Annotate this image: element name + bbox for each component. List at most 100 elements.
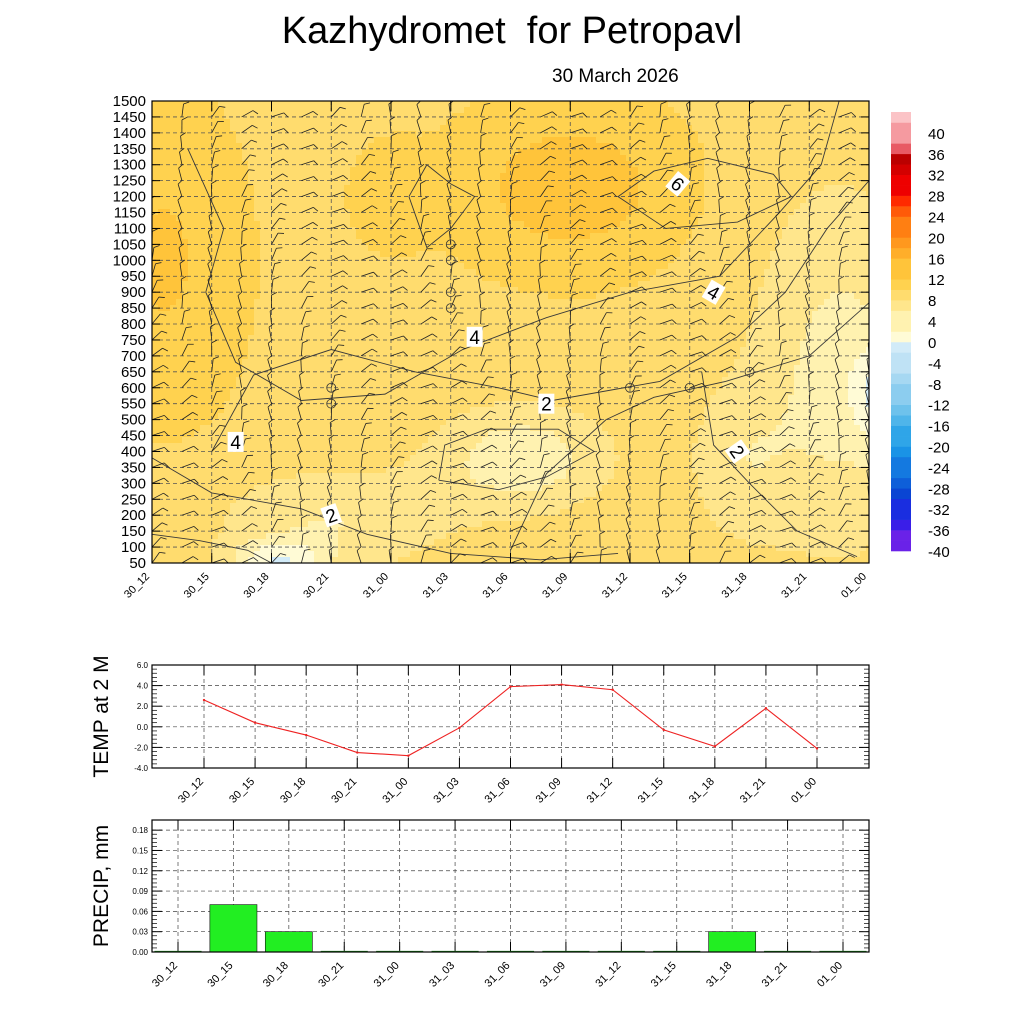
temperature-cell [278,527,285,534]
temperature-cell [230,239,237,246]
temperature-cell [446,383,453,390]
temperature-cell [476,407,483,414]
temperature-cell [386,275,393,282]
temperature-cell [188,491,195,498]
temperature-cell [218,269,225,276]
temperature-cell [224,335,231,342]
temperature-cell [338,413,345,420]
temperature-cell [332,461,339,468]
temperature-cell [410,503,417,510]
temperature-cell [404,203,411,210]
temperature-cell [248,173,255,180]
temperature-cell [398,407,405,414]
temperature-cell [488,413,495,420]
temperature-cell [176,515,183,522]
temperature-cell [464,509,471,516]
temperature-cell [278,335,285,342]
temperature-cell [440,209,447,216]
temperature-cell [422,347,429,354]
temperature-cell [410,143,417,150]
temperature-cell [170,323,177,330]
temperature-cell [266,401,273,408]
temperature-cell [224,299,231,306]
temperature-cell [506,545,513,552]
temperature-cell [344,401,351,408]
temperature-cell [500,395,507,402]
temperature-cell [230,323,237,330]
temperature-cell [344,533,351,540]
temperature-cell [506,359,513,366]
temperature-cell [278,107,285,114]
temperature-cell [314,461,321,468]
temperature-cell [302,197,309,204]
temperature-cell [272,431,279,438]
temperature-cell [398,185,405,192]
temperature-cell [254,347,261,354]
temperature-cell [470,203,477,210]
temperature-cell [410,311,417,318]
temperature-cell [410,155,417,162]
temperature-cell [302,557,309,563]
temperature-cell [500,515,507,522]
temperature-cell [176,461,183,468]
temperature-cell [344,485,351,492]
temperature-cell [362,407,369,414]
temperature-cell [260,305,267,312]
temperature-cell [194,299,201,306]
temperature-cell [356,479,363,486]
temperature-cell [344,395,351,402]
temperature-cell [416,437,423,444]
temperature-cell [314,455,321,462]
temperature-cell [386,269,393,276]
temperature-cell [308,359,315,366]
temperature-cell [194,503,201,510]
temperature-cell [170,251,177,258]
temperature-cell [206,467,213,474]
temperature-cell [158,323,165,330]
temperature-cell [206,533,213,540]
temperature-cell [530,269,537,276]
temperature-cell [398,281,405,288]
temperature-cell [368,323,375,330]
temperature-cell [392,527,399,534]
temperature-cell [302,455,309,462]
temperature-cell [476,527,483,534]
temperature-cell [398,521,405,528]
temperature-cell [344,125,351,132]
temperature-cell [164,395,171,402]
temperature-cell [182,467,189,474]
temperature-cell [326,299,333,306]
temperature-cell [188,401,195,408]
temperature-cell [434,197,441,204]
temperature-cell [434,179,441,186]
temperature-cell [206,185,213,192]
temperature-cell [512,527,519,534]
temperature-cell [464,485,471,492]
temperature-cell [350,323,357,330]
temperature-cell [446,155,453,162]
temperature-cell [230,479,237,486]
temperature-cell [320,125,327,132]
temperature-cell [452,245,459,252]
temperature-cell [398,125,405,132]
temperature-cell [164,167,171,174]
temperature-cell [176,287,183,294]
temperature-cell [452,179,459,186]
temperature-cell [446,197,453,204]
temperature-cell [356,167,363,174]
temperature-cell [410,539,417,546]
temperature-cell [416,287,423,294]
temperature-cell [290,143,297,150]
temperature-cell [230,497,237,504]
temperature-cell [170,245,177,252]
temperature-cell [458,365,465,372]
temperature-cell [356,425,363,432]
temperature-cell [326,131,333,138]
temperature-cell [380,335,387,342]
temperature-cell [368,119,375,126]
temperature-cell [344,233,351,240]
temperature-cell [356,449,363,456]
temperature-cell [458,173,465,180]
temperature-cell [530,395,537,402]
temperature-cell [176,467,183,474]
